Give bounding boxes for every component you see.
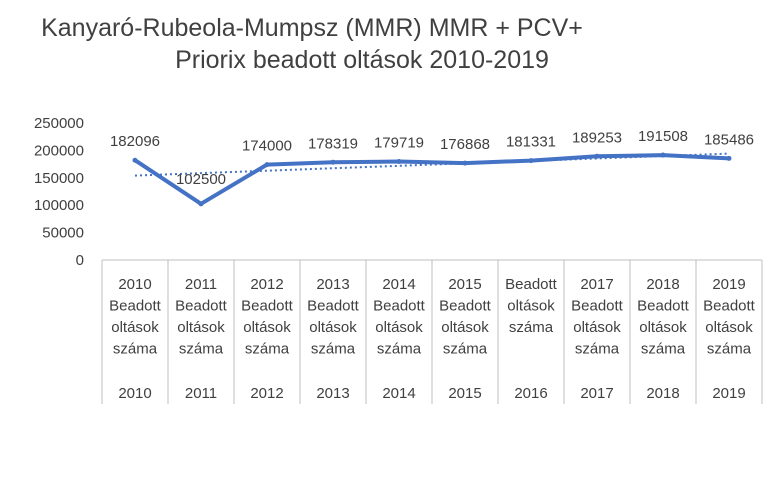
x-category-label: 2014	[382, 276, 415, 293]
x-category-label: 2010	[118, 276, 151, 293]
x-group-label: 2017	[580, 385, 613, 402]
x-category-label: száma	[245, 341, 290, 358]
data-point	[396, 159, 402, 165]
data-label: 174000	[242, 138, 292, 155]
x-group-label: 2013	[316, 385, 349, 402]
x-group-label: 2015	[448, 385, 481, 402]
x-category-label: Beadott	[241, 298, 294, 315]
x-category-label: oltások	[639, 319, 687, 336]
x-category-label: Beadott	[307, 298, 360, 315]
data-label: 179719	[374, 135, 424, 152]
x-category-label: oltások	[111, 319, 159, 336]
data-point	[264, 162, 270, 168]
x-category-label: Beadott	[439, 298, 492, 315]
data-label: 189253	[572, 129, 622, 146]
x-category-label: száma	[311, 341, 356, 358]
x-category-label: Beadott	[373, 298, 426, 315]
data-point	[594, 153, 600, 159]
x-group-label: 2019	[712, 385, 745, 402]
x-category-label: oltások	[375, 319, 423, 336]
x-group-label: 2011	[185, 385, 217, 402]
data-label: 182096	[110, 133, 160, 150]
x-category-label: oltások	[309, 319, 357, 336]
x-category-label: oltások	[243, 319, 291, 336]
x-category-label: oltások	[573, 319, 621, 336]
data-label: 181331	[506, 134, 556, 151]
data-point	[330, 159, 336, 165]
x-category-label: oltások	[507, 298, 555, 315]
x-category-label: Beadott	[703, 298, 756, 315]
data-label: 191508	[638, 128, 688, 145]
x-category-label: 2017	[580, 276, 613, 293]
data-point	[198, 201, 204, 207]
x-category-label: oltások	[177, 319, 225, 336]
y-tick-label: 0	[76, 252, 84, 269]
chart-title-line-1: Kanyaró-Rubeola-Mumpsz (MMR) MMR + PCV+	[41, 14, 583, 42]
data-point	[660, 152, 666, 158]
x-category-label: Beadott	[505, 276, 558, 293]
x-category-label: 2013	[316, 276, 349, 293]
x-category-label: száma	[575, 341, 620, 358]
data-label: 185486	[704, 131, 754, 148]
x-category-label: 2011	[185, 276, 217, 293]
data-label: 178319	[308, 135, 358, 152]
x-group-label: 2014	[382, 385, 415, 402]
x-category-label: 2019	[712, 276, 745, 293]
series-line	[133, 153, 731, 206]
y-tick-label: 200000	[34, 142, 84, 159]
x-category-label: Beadott	[175, 298, 228, 315]
y-tick-label: 100000	[34, 197, 84, 214]
x-group-label: 2010	[118, 385, 151, 402]
x-category-label: száma	[377, 341, 422, 358]
x-category-label: Beadott	[109, 298, 162, 315]
x-category-label: száma	[443, 341, 488, 358]
data-point	[726, 155, 732, 161]
x-category-label: 2018	[646, 276, 679, 293]
x-category-label: száma	[509, 319, 554, 336]
x-category-label: száma	[179, 341, 224, 358]
y-tick-label: 50000	[42, 225, 84, 242]
x-group-label: 2016	[514, 385, 547, 402]
data-point	[462, 160, 468, 166]
chart-title: Kanyaró-Rubeola-Mumpsz (MMR) MMR + PCV+ …	[0, 12, 774, 76]
y-tick-label: 150000	[34, 170, 84, 187]
x-category-label: oltások	[705, 319, 753, 336]
x-category-label: Beadott	[637, 298, 690, 315]
x-category-label: száma	[641, 341, 686, 358]
data-point	[132, 157, 138, 163]
x-group-label: 2018	[646, 385, 679, 402]
x-category-label: 2012	[250, 276, 283, 293]
x-group-label: 2012	[250, 385, 283, 402]
x-category-label: oltások	[441, 319, 489, 336]
data-point	[528, 158, 534, 164]
x-category-label: 2015	[448, 276, 481, 293]
x-category-label: Beadott	[571, 298, 624, 315]
x-category-label: száma	[707, 341, 752, 358]
data-label: 102500	[176, 171, 226, 188]
chart-title-line-2: Priorix beadott oltások 2010-2019	[175, 46, 549, 74]
data-label: 176868	[440, 136, 490, 153]
y-tick-label: 250000	[34, 115, 84, 132]
x-category-label: száma	[113, 341, 158, 358]
